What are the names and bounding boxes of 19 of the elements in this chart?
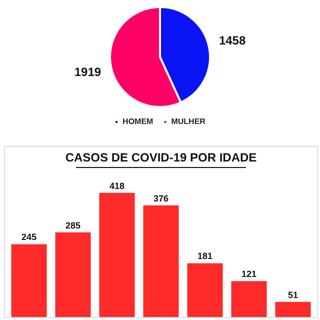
data-label: 285	[65, 220, 81, 230]
data-label: 1919	[74, 65, 102, 80]
bar	[231, 281, 267, 317]
data-label: 181	[197, 251, 213, 262]
bar	[55, 232, 91, 317]
data-label: 418	[109, 180, 125, 191]
bar	[187, 263, 223, 317]
bar	[275, 302, 311, 317]
bar	[99, 192, 135, 317]
data-label: 376	[153, 193, 169, 204]
legend-label: HOMEM	[122, 117, 154, 126]
bar	[143, 205, 179, 317]
data-label: 1458	[218, 34, 246, 48]
chart-title: CASOS DE COVID-19 POR IDADE	[65, 150, 257, 165]
data-label: 51	[288, 290, 298, 300]
data-label: 245	[21, 232, 37, 242]
bar	[11, 244, 47, 317]
data-label: 121	[241, 269, 257, 280]
legend-label: MULHER	[171, 117, 206, 126]
